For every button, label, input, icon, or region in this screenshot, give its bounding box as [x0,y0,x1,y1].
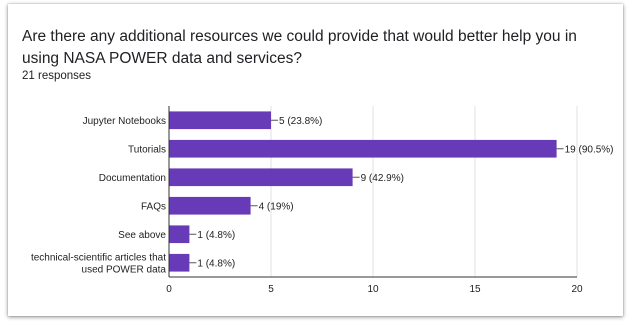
category-label: See above [118,230,166,241]
data-label: 1 (4.8%) [197,258,235,269]
x-tick-label: 15 [469,284,481,295]
data-label: 19 (90.5%) [565,144,614,155]
category-label: used POWER data [82,264,167,275]
grid-lines [270,106,578,277]
data-label: 4 (19%) [259,201,294,212]
bar [169,225,190,244]
category-label: Jupyter Notebooks [83,116,166,127]
response-count: 21 responses [22,70,92,82]
data-label: 1 (4.8%) [197,230,235,241]
axes [168,106,577,278]
bar [169,111,271,130]
category-label: technical-scientific articles that [31,252,166,263]
category-label: FAQs [141,201,166,212]
data-label: 5 (23.8%) [279,116,322,127]
x-tick-label: 5 [268,284,274,295]
x-tick-label: 10 [367,284,379,295]
data-label: 9 (42.9%) [361,173,404,184]
bar [169,253,190,272]
question-title: Are there any additional resources we co… [22,28,577,67]
category-label: Tutorials [128,144,166,155]
bar [169,139,557,158]
chart-card [8,4,623,316]
bar [169,196,251,215]
x-tick-label: 20 [571,284,583,295]
category-label: Documentation [99,173,166,184]
x-tick-label: 0 [166,284,172,295]
labels: 0 5 10 15 20 5 (23.8%) Jupyter Notebooks 19 (90… [31,116,614,295]
bar [169,168,353,187]
bars [169,111,557,272]
